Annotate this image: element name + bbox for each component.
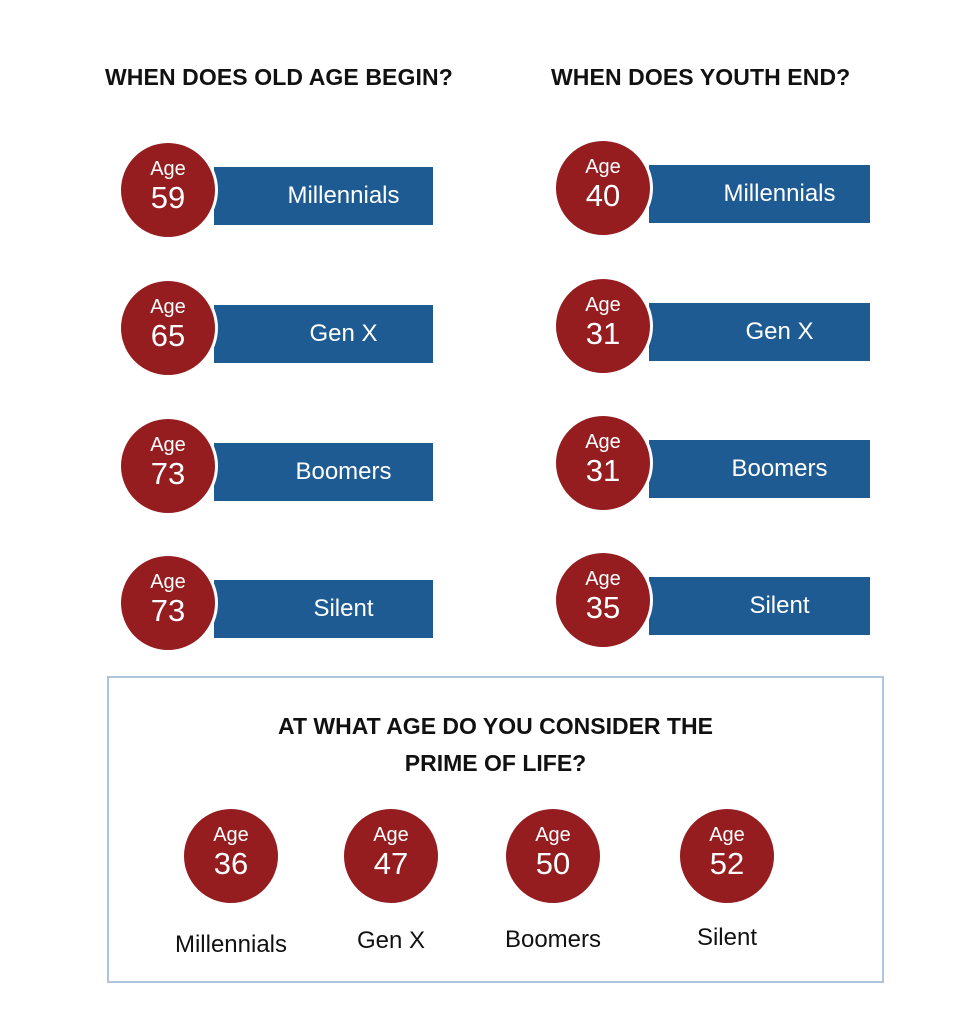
old-age-row-millennials: Age 59 Millennials [118, 140, 434, 240]
youth-end-row-silent: Age 35 Silent [553, 550, 871, 650]
age-label: Age [535, 824, 571, 846]
prime-item-boomers: Age 50 Boomers [473, 806, 633, 966]
generation-bar: Millennials [649, 165, 870, 223]
youth-end-row-gen-x: Age 31 Gen X [553, 276, 871, 376]
generation-label: Millennials [723, 180, 836, 207]
generation-label: Silent [696, 924, 758, 951]
age-value: 31 [585, 453, 621, 488]
youth-end-row-millennials: Age 40 Millennials [553, 138, 871, 238]
age-badge: Age 59 [118, 140, 218, 240]
generation-label: Gen X [309, 320, 378, 347]
generation-label: Silent [313, 595, 374, 622]
age-value: 31 [585, 316, 621, 351]
old-age-row-boomers: Age 73 Boomers [118, 416, 434, 516]
prime-item-gen-x: Age 47 Gen X [311, 806, 471, 966]
age-label: Age [585, 156, 621, 178]
age-label: Age [150, 296, 186, 318]
age-value: 36 [213, 846, 249, 881]
age-value: 59 [150, 180, 186, 215]
age-value: 65 [150, 318, 186, 353]
youth-end-heading: WHEN DOES YOUTH END? [551, 64, 851, 90]
age-label: Age [373, 824, 409, 846]
age-label: Age [150, 434, 186, 456]
prime-item-millennials: Age 36 Millennials [151, 806, 311, 966]
youth-end-row-boomers: Age 31 Boomers [553, 413, 871, 513]
age-label: Age [213, 824, 249, 846]
age-label: Age [150, 158, 186, 180]
generation-label: Gen X [745, 318, 814, 345]
generation-label: Millennials [287, 182, 400, 209]
generation-label: Silent [749, 592, 810, 619]
age-badge: Age 31 [553, 413, 653, 513]
old-age-heading: WHEN DOES OLD AGE BEGIN? [105, 64, 453, 90]
generation-bar: Boomers [214, 443, 433, 501]
generation-bar: Silent [649, 577, 870, 635]
prime-of-life-panel: AT WHAT AGE DO YOU CONSIDER THE PRIME OF… [107, 676, 884, 983]
age-label: Age [585, 294, 621, 316]
age-value: 73 [150, 456, 186, 491]
age-badge: Age 35 [553, 550, 653, 650]
generation-bar: Boomers [649, 440, 870, 498]
age-label: Age [585, 568, 621, 590]
prime-title-line-1: AT WHAT AGE DO YOU CONSIDER THE [278, 713, 713, 739]
age-badge: Age 31 [553, 276, 653, 376]
generation-label: Millennials [174, 931, 288, 958]
age-badge: Age 73 [118, 416, 218, 516]
age-badge: Age 40 [553, 138, 653, 238]
age-value: 52 [709, 846, 745, 881]
age-badge: Age 36 [181, 806, 281, 906]
generation-label: Boomers [504, 926, 602, 953]
age-label: Age [585, 431, 621, 453]
prime-item-silent: Age 52 Silent [647, 806, 807, 966]
age-value: 40 [585, 178, 621, 213]
age-label: Age [709, 824, 745, 846]
age-badge: Age 52 [677, 806, 777, 906]
age-badge: Age 47 [341, 806, 441, 906]
age-value: 50 [535, 846, 571, 881]
prime-title-line-2: PRIME OF LIFE? [404, 750, 587, 776]
generation-label: Gen X [356, 927, 426, 954]
generation-label: Boomers [295, 458, 392, 485]
prime-of-life-title: AT WHAT AGE DO YOU CONSIDER THE PRIME OF… [109, 708, 882, 782]
old-age-row-gen-x: Age 65 Gen X [118, 278, 434, 378]
generation-bar: Silent [214, 580, 433, 638]
age-value: 73 [150, 593, 186, 628]
old-age-row-silent: Age 73 Silent [118, 553, 434, 653]
age-value: 35 [585, 590, 621, 625]
age-badge: Age 73 [118, 553, 218, 653]
age-value: 47 [373, 846, 409, 881]
age-badge: Age 50 [503, 806, 603, 906]
generation-bar: Millennials [214, 167, 433, 225]
generation-bar: Gen X [649, 303, 870, 361]
age-badge: Age 65 [118, 278, 218, 378]
age-label: Age [150, 571, 186, 593]
generation-bar: Gen X [214, 305, 433, 363]
generation-label: Boomers [731, 455, 828, 482]
